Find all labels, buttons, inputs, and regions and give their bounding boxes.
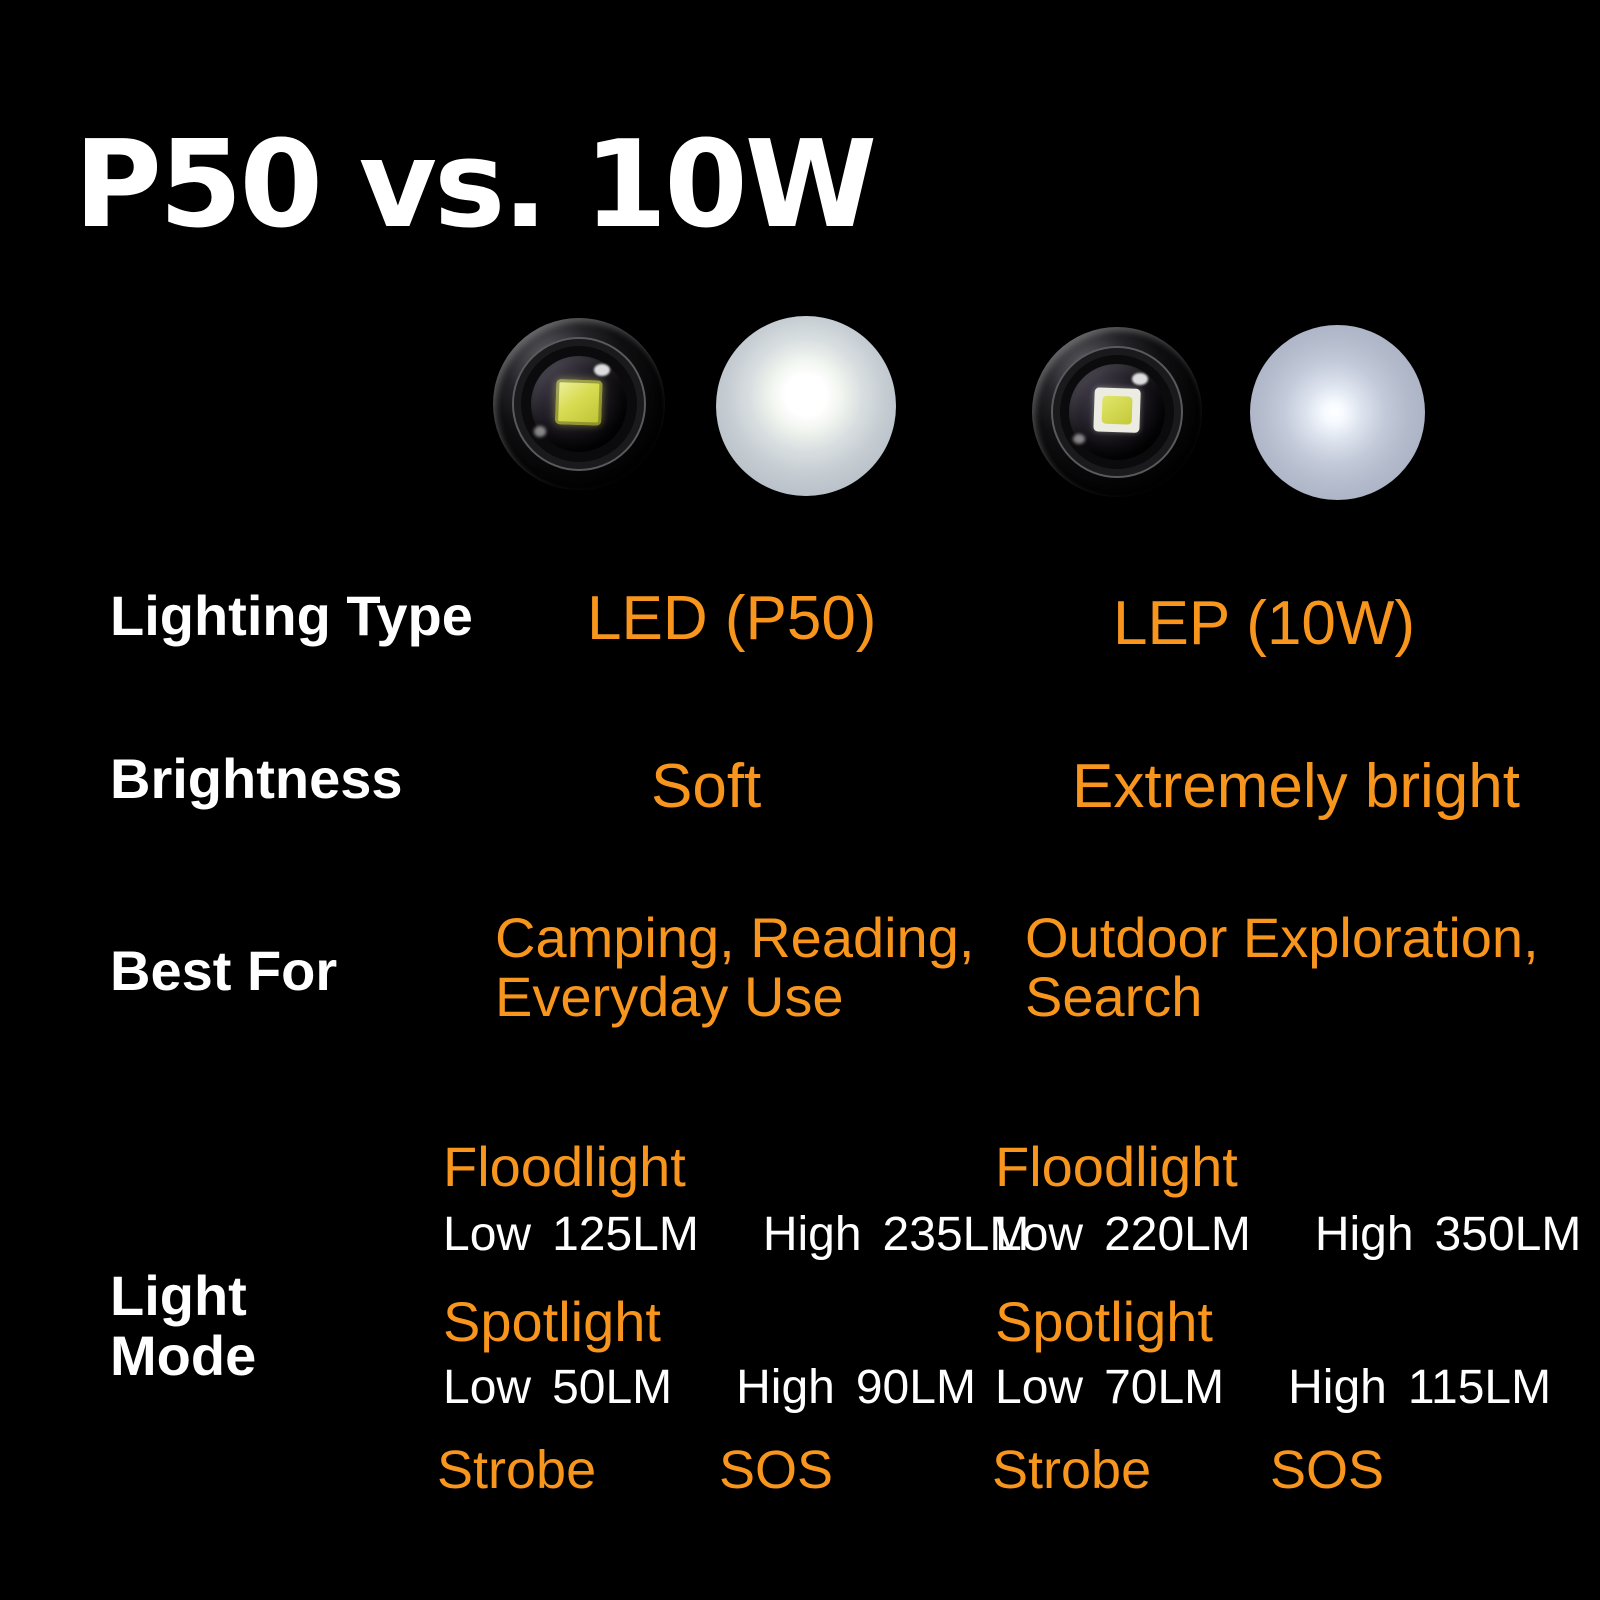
high-value: 115LM xyxy=(1407,1361,1552,1414)
row-label-light-mode: Light Mode xyxy=(110,1266,256,1386)
led-chip xyxy=(1093,387,1141,434)
low-label: Low xyxy=(995,1361,1084,1414)
lep-spotlight-levels: Low 70LM High 115LM xyxy=(995,1361,1552,1415)
p50-spotlight-levels: Low 50LM High 90LM xyxy=(443,1361,976,1415)
brightness-p50-value: Soft xyxy=(651,752,762,821)
high-label: High xyxy=(1314,1208,1414,1261)
low-value: 50LM xyxy=(552,1361,673,1414)
lep-floodlight-levels: Low 220LM High 350LM xyxy=(995,1208,1582,1262)
lighting-type-lep-value: LEP (10W) xyxy=(1113,589,1416,658)
lep-beam-photo xyxy=(1250,325,1425,500)
low-label: Low xyxy=(443,1361,532,1414)
best-for-p50-line1: Camping, Reading, xyxy=(495,906,975,969)
p50-beam-photo xyxy=(716,316,896,496)
light-mode-label-line1: Light xyxy=(110,1264,247,1327)
lens-glint xyxy=(1132,372,1148,385)
p50-floodlight-mode: Floodlight xyxy=(443,1135,686,1198)
row-label-brightness: Brightness xyxy=(110,747,403,810)
lens-glint-small xyxy=(1072,434,1085,445)
row-label-lighting-type: Lighting Type xyxy=(110,584,473,647)
best-for-p50-value: Camping, Reading, Everyday Use xyxy=(495,908,974,1026)
p50-sos-mode: SOS xyxy=(719,1440,834,1500)
lighting-type-p50-value: LED (P50) xyxy=(587,584,877,653)
best-for-lep-line2: Search xyxy=(1025,965,1203,1028)
p50-floodlight-levels: Low 125LM High 235LM xyxy=(443,1208,1030,1262)
high-value: 90LM xyxy=(855,1361,976,1414)
lep-sos-mode: SOS xyxy=(1270,1440,1385,1500)
lep-strobe-mode: Strobe xyxy=(992,1440,1152,1500)
low-label: Low xyxy=(443,1208,532,1261)
p50-strobe-mode: Strobe xyxy=(437,1440,597,1500)
brightness-lep-value: Extremely bright xyxy=(1072,752,1520,821)
lep-emitter-photo xyxy=(1032,327,1202,497)
p50-emitter-photo xyxy=(493,318,665,490)
lep-floodlight-mode: Floodlight xyxy=(995,1135,1238,1198)
high-label: High xyxy=(1288,1361,1387,1414)
low-label: Low xyxy=(995,1208,1084,1261)
high-value: 235LM xyxy=(882,1208,1030,1261)
low-value: 220LM xyxy=(1104,1208,1251,1261)
high-label: High xyxy=(736,1361,835,1414)
best-for-lep-value: Outdoor Exploration, Search xyxy=(1025,908,1539,1026)
best-for-p50-line2: Everyday Use xyxy=(495,965,844,1028)
lens-glint xyxy=(594,364,610,377)
light-mode-label-line2: Mode xyxy=(110,1324,257,1387)
high-label: High xyxy=(762,1208,862,1261)
low-value: 125LM xyxy=(552,1208,699,1261)
row-label-best-for: Best For xyxy=(110,939,338,1002)
page-title: P50 vs. 10W xyxy=(74,116,877,255)
lens-glint-small xyxy=(534,426,547,437)
best-for-lep-line1: Outdoor Exploration, xyxy=(1025,906,1539,969)
high-value: 350LM xyxy=(1434,1208,1582,1261)
lep-spotlight-mode: Spotlight xyxy=(995,1290,1213,1353)
p50-spotlight-mode: Spotlight xyxy=(443,1290,661,1353)
led-chip xyxy=(555,379,603,426)
low-value: 70LM xyxy=(1104,1361,1225,1414)
